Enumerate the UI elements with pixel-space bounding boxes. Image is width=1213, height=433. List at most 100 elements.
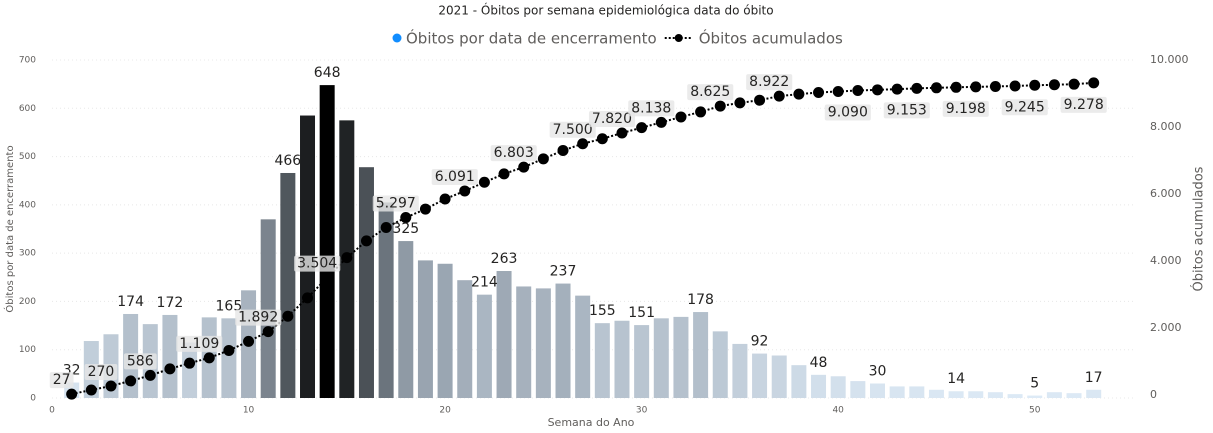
bar: [555, 283, 571, 398]
y2-tick-label: 10.000: [1150, 53, 1189, 66]
line-point: [616, 127, 628, 139]
data-label: 6.091: [435, 169, 475, 185]
y-tick-label: 400: [19, 200, 36, 210]
line-point: [714, 100, 726, 112]
bar: [712, 331, 728, 398]
bar: [1027, 395, 1043, 398]
bar: [928, 389, 944, 398]
data-label: 9.153: [887, 102, 927, 118]
bar: [260, 219, 276, 398]
bar: [987, 392, 1003, 398]
bar: [398, 241, 414, 398]
line-point: [184, 357, 196, 369]
line-point: [695, 106, 707, 118]
data-label: 5.297: [376, 196, 416, 212]
data-label: 1.109: [179, 336, 219, 352]
cumulative-line: [71, 81, 1094, 396]
line-point: [832, 85, 844, 97]
y-tick-label: 200: [19, 297, 36, 307]
line-point: [989, 80, 1001, 92]
data-label: 155: [589, 303, 616, 319]
bar: [830, 376, 846, 398]
bar: [378, 202, 394, 398]
line-point: [636, 122, 648, 134]
data-label-background: [235, 309, 282, 326]
line-point: [773, 90, 785, 102]
data-label: 263: [491, 251, 518, 267]
data-label: 17: [1085, 370, 1103, 386]
data-label: 466: [274, 153, 301, 169]
y2-axis-title: Óbitos acumulados: [1191, 166, 1207, 291]
bar: [535, 288, 551, 398]
bar: [1086, 389, 1102, 398]
y2-tick-label: 4.000: [1150, 254, 1182, 267]
bar: [653, 318, 669, 398]
bar: [437, 263, 453, 398]
bar: [850, 381, 866, 398]
line-point: [360, 235, 372, 247]
y-tick-label: 600: [19, 104, 36, 114]
bar: [417, 260, 433, 398]
x-tick-label: 0: [49, 406, 55, 416]
data-label-background: [588, 111, 636, 128]
data-label: 9.245: [1005, 99, 1045, 115]
line-point: [930, 82, 942, 94]
line-point: [852, 84, 864, 96]
data-label: 9.198: [946, 101, 986, 117]
line-point: [655, 116, 667, 128]
bar: [771, 355, 787, 398]
data-label: 8.138: [631, 100, 671, 116]
bar: [319, 85, 335, 398]
data-label: 27: [53, 372, 71, 388]
data-label-background: [431, 168, 478, 185]
y-tick-label: 0: [30, 394, 36, 404]
bar: [457, 280, 473, 398]
x-tick-label: 40: [832, 406, 844, 416]
line-point: [871, 84, 883, 96]
line-point: [537, 153, 549, 165]
bar: [575, 295, 591, 398]
data-label: 8.922: [749, 74, 789, 90]
line-point: [734, 97, 746, 109]
y-tick-label: 500: [19, 152, 36, 162]
bar: [791, 365, 807, 398]
data-label-background: [372, 195, 419, 212]
y2-tick-label: 8.000: [1150, 120, 1182, 133]
line-point: [891, 83, 903, 95]
y2-tick-label: 2.000: [1150, 321, 1182, 334]
legend-marker: [392, 33, 402, 43]
x-axis-title: Semana do Ano: [548, 416, 635, 429]
data-label-background: [49, 372, 74, 389]
line-point: [950, 81, 962, 93]
line-point: [813, 86, 825, 98]
line-point: [223, 344, 235, 356]
data-label-background: [1060, 96, 1107, 113]
data-label: 1.892: [238, 310, 278, 326]
data-label-background: [687, 84, 734, 101]
bar: [280, 172, 296, 398]
data-label: 174: [117, 294, 144, 310]
data-label: 151: [628, 305, 655, 321]
data-label: 648: [314, 65, 341, 81]
data-label: 30: [869, 364, 887, 380]
line-point: [577, 138, 589, 150]
line-point: [498, 168, 510, 180]
x-tick-label: 20: [439, 406, 451, 416]
line-point: [203, 352, 215, 364]
data-label: 214: [471, 275, 498, 291]
data-label-background: [746, 74, 793, 91]
bar: [496, 271, 512, 398]
bar: [182, 342, 198, 398]
data-label-background: [1001, 99, 1048, 116]
y2-tick-label: 0: [1150, 388, 1157, 401]
line-point: [596, 133, 608, 145]
bar: [948, 391, 964, 398]
data-label: 7.500: [553, 122, 593, 138]
data-label: 270: [88, 364, 115, 380]
line-point: [478, 176, 490, 188]
x-tick-label: 30: [636, 406, 648, 416]
x-tick-label: 10: [243, 406, 255, 416]
y2-tick-label: 6.000: [1150, 187, 1182, 200]
data-label: 5: [1030, 376, 1039, 392]
